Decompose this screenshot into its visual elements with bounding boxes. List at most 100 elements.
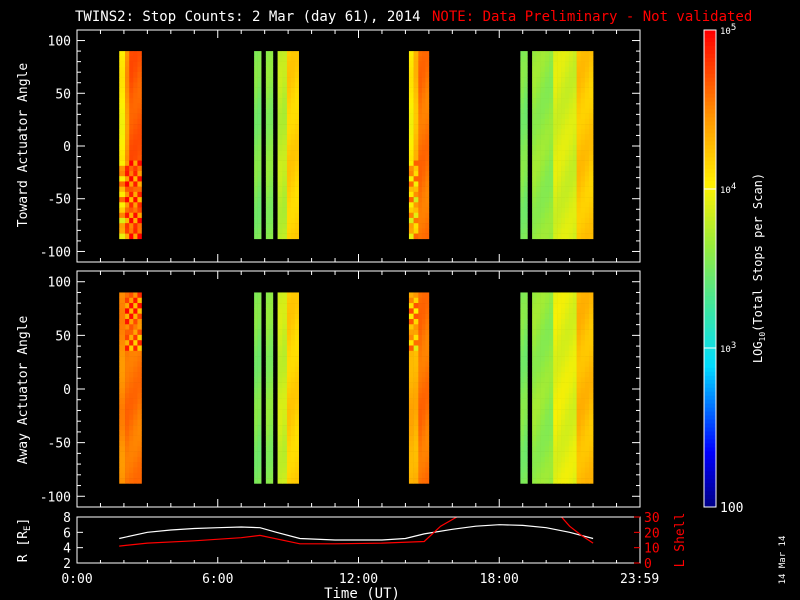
away-cell — [421, 456, 426, 463]
toward-cell — [561, 217, 566, 224]
away-cell — [548, 456, 554, 463]
away-cell — [137, 345, 142, 352]
toward-cell — [119, 51, 126, 57]
away-cell — [557, 334, 562, 341]
away-cell — [257, 393, 262, 399]
away-cell — [584, 372, 590, 378]
toward-cell — [277, 87, 283, 94]
away-cell — [421, 334, 426, 341]
away-cell — [540, 297, 546, 304]
toward-cell — [119, 181, 126, 187]
toward-cell — [277, 202, 283, 208]
toward-cell — [576, 61, 582, 68]
away-cell — [133, 451, 138, 458]
toward-cell — [548, 217, 554, 224]
orbit-right-ytick-label: 0 — [644, 557, 652, 572]
toward-cell — [294, 82, 299, 88]
away-cell — [265, 462, 270, 468]
toward-cell — [257, 77, 262, 83]
toward-cell — [572, 108, 577, 114]
away-cell — [125, 430, 130, 436]
toward-cell — [425, 103, 430, 109]
away-cell — [269, 308, 274, 314]
toward-cell — [129, 134, 134, 141]
away-cell — [282, 366, 288, 373]
toward-cell — [536, 134, 541, 141]
away-cell — [282, 414, 288, 421]
toward-cell — [540, 217, 546, 224]
away-cell — [125, 318, 130, 325]
toward-cell — [254, 228, 258, 234]
colorbar-swatch — [704, 137, 716, 142]
toward-cell — [576, 202, 582, 208]
away-cell — [413, 425, 419, 431]
toward-cell — [561, 124, 566, 130]
toward-cell — [425, 51, 430, 57]
away-cell — [588, 345, 594, 352]
toward-cell — [129, 217, 134, 224]
toward-cell — [553, 217, 558, 224]
away-cell — [425, 361, 430, 368]
away-cell — [413, 324, 419, 330]
away-cell — [536, 414, 541, 421]
away-cell — [520, 303, 525, 309]
away-cell — [564, 329, 570, 336]
away-cell — [282, 467, 288, 474]
toward-cell — [576, 165, 582, 172]
toward-cell — [576, 217, 582, 224]
toward-cell — [137, 77, 142, 83]
away-cell — [557, 414, 562, 421]
away-cell — [257, 318, 262, 325]
toward-cell — [125, 212, 130, 219]
away-cell — [564, 303, 570, 309]
away-cell — [572, 435, 577, 442]
toward-cell — [536, 113, 541, 120]
away-cell — [125, 334, 130, 341]
away-cell — [133, 398, 138, 405]
toward-cell — [572, 129, 577, 135]
away-cell — [576, 462, 582, 468]
away-cell — [520, 324, 525, 330]
away-cell — [254, 297, 258, 304]
toward-cell — [286, 150, 292, 156]
toward-cell — [290, 144, 296, 151]
toward-cell — [418, 103, 423, 109]
away-cell — [576, 393, 582, 399]
toward-cell — [548, 98, 554, 104]
away-cell — [269, 334, 274, 341]
away-cell — [584, 292, 590, 299]
away-cell — [254, 409, 258, 415]
away-cell — [269, 292, 274, 299]
away-cell — [553, 313, 558, 320]
away-cell — [588, 435, 594, 442]
away-cell — [523, 419, 528, 426]
away-cell — [544, 478, 550, 484]
away-cell — [421, 350, 426, 357]
away-cell — [553, 356, 558, 362]
toward-cell — [282, 181, 288, 187]
away-cell — [277, 419, 283, 426]
away-cell — [257, 356, 262, 362]
toward-cell — [580, 144, 586, 151]
toward-cell — [548, 186, 554, 193]
toward-cell — [286, 155, 292, 161]
away-data-block — [286, 292, 299, 484]
toward-cell — [520, 98, 525, 104]
toward-cell — [265, 71, 270, 78]
toward-cell — [572, 176, 577, 182]
toward-cell — [408, 171, 414, 177]
away-cell — [568, 456, 574, 463]
toward-cell — [257, 186, 262, 193]
toward-cell — [282, 71, 288, 78]
away-cell — [536, 329, 541, 336]
toward-cell — [520, 71, 525, 78]
toward-cell — [561, 212, 566, 219]
away-cell — [568, 393, 574, 399]
toward-cell — [254, 77, 258, 83]
away-cell — [137, 324, 142, 330]
away-cell — [119, 318, 126, 325]
away-cell — [557, 292, 562, 299]
toward-cell — [408, 207, 414, 214]
toward-cell — [540, 118, 546, 125]
away-cell — [282, 478, 288, 484]
